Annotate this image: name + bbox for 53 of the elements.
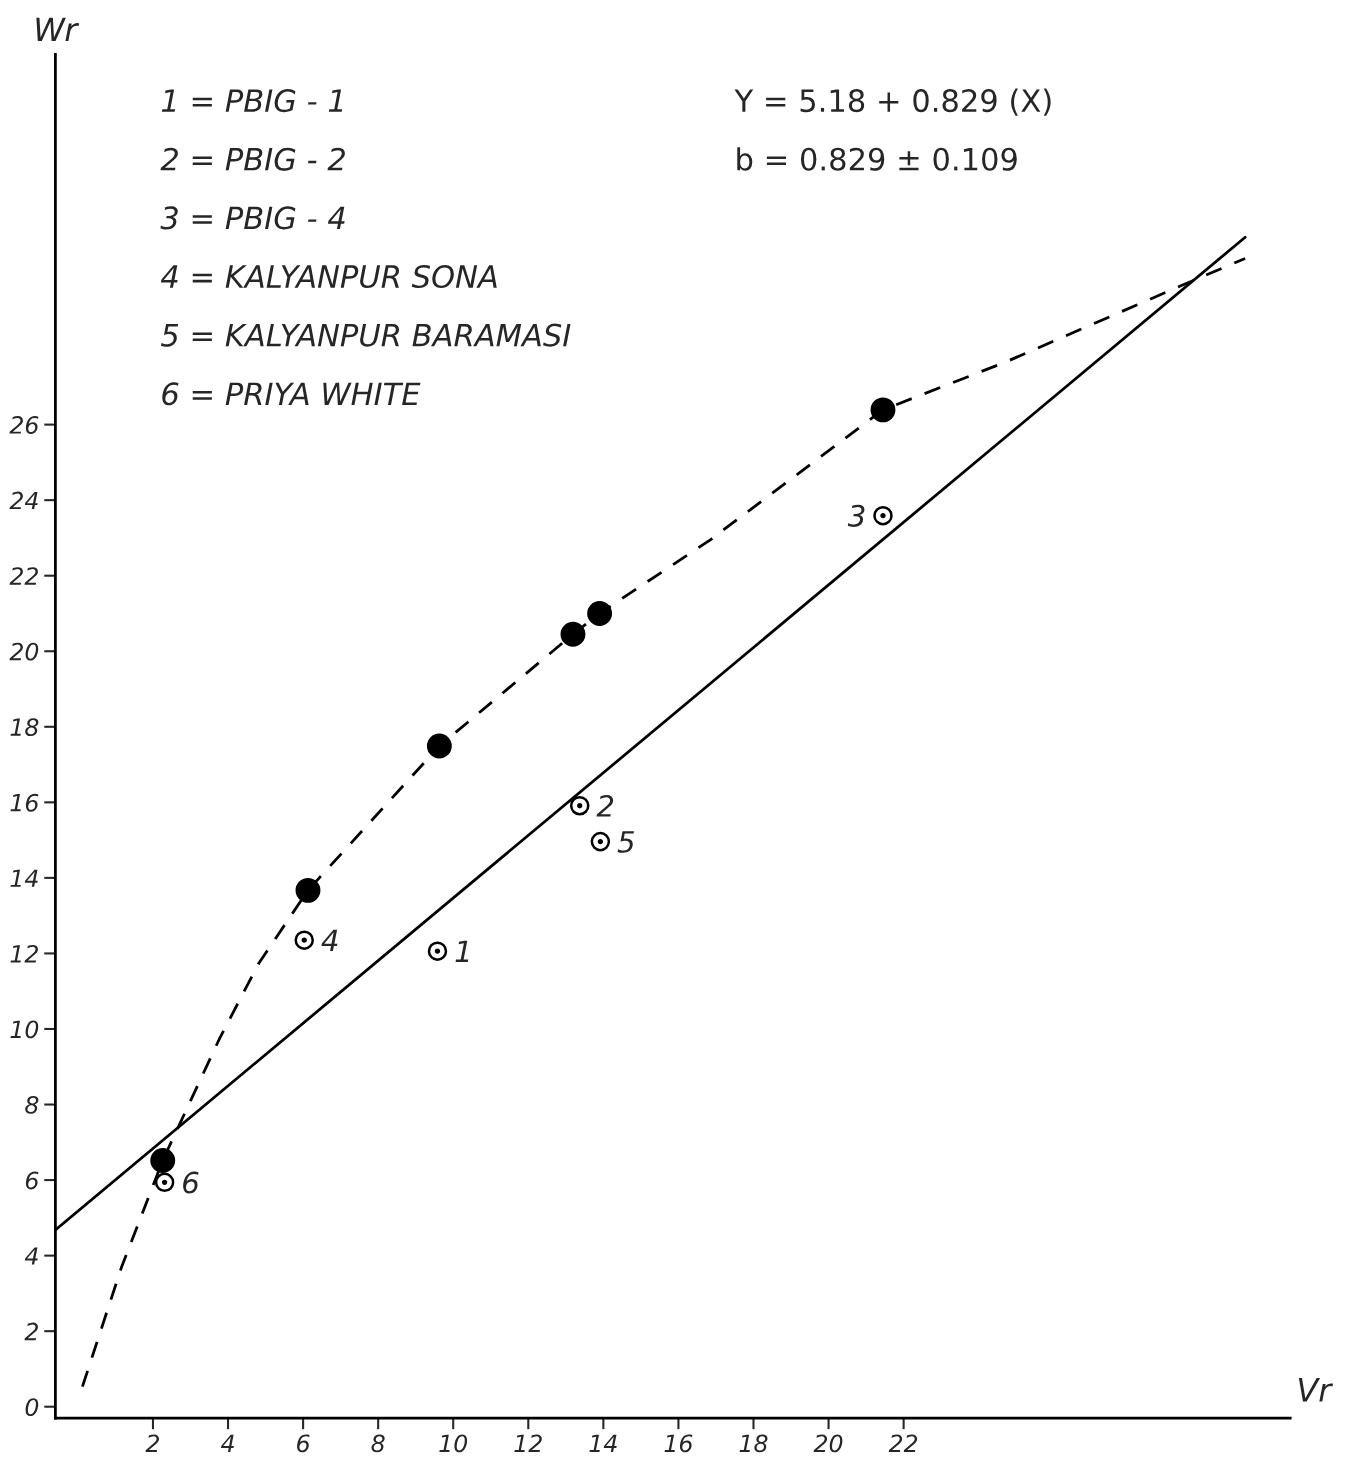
x-tick-label: 4 <box>220 1434 234 1452</box>
annotation: 2 = PBIG - 2 <box>160 147 345 171</box>
y-tick-label: 6 <box>25 1171 39 1190</box>
annotation: 5 = KALYANPUR BARAMASI <box>160 323 571 347</box>
annotation: 4 = KALYANPUR SONA <box>160 264 497 289</box>
annotation: 1 <box>455 940 469 962</box>
x-tick-label: 16 <box>664 1434 693 1453</box>
point <box>150 1147 176 1173</box>
x-tick-label: 14 <box>589 1434 617 1452</box>
annotation: 3 = PBIG - 4 <box>160 206 345 230</box>
annotation: 2 <box>596 794 614 817</box>
y-tick-label: 4 <box>24 1247 38 1265</box>
y-tick-label: 24 <box>9 491 38 510</box>
y-tick-label: 8 <box>25 1095 39 1114</box>
y-axis-title: Wr <box>36 17 80 41</box>
y-tick-label: 2 <box>24 1322 38 1341</box>
annotation: Y = 5.18 + 0.829 (X) <box>734 88 1051 116</box>
y-tick-label: 18 <box>10 718 39 737</box>
point <box>427 941 448 961</box>
annotation: 1 = PBIG - 1 <box>161 89 343 113</box>
point <box>587 601 613 626</box>
annotation: 4 <box>321 929 338 952</box>
annotation: 3 <box>847 504 865 527</box>
point <box>295 877 321 903</box>
y-tick-label: 14 <box>10 869 38 887</box>
annotation: 5 <box>617 831 634 853</box>
x-axis-title: Vr <box>1298 1378 1334 1402</box>
y-tick-label: 16 <box>10 793 39 812</box>
point <box>154 1172 175 1193</box>
y-tick-label: 12 <box>10 944 38 963</box>
x-tick-label: 6 <box>297 1434 310 1453</box>
x-tick-label: 20 <box>813 1434 843 1453</box>
annotation: 6 = PRIYA WHITE <box>162 382 421 406</box>
point <box>426 733 452 759</box>
x-tick-label: 2 <box>145 1434 160 1452</box>
point <box>870 397 896 423</box>
point <box>873 505 893 526</box>
y-tick-label: 20 <box>9 642 39 661</box>
y-tick-label: 22 <box>9 567 38 585</box>
point <box>294 930 314 950</box>
annotation: 6 <box>183 1171 199 1194</box>
point <box>590 831 611 852</box>
x-tick-label: 8 <box>371 1434 385 1453</box>
point <box>569 795 590 816</box>
point <box>560 621 586 647</box>
y-tick-label: 10 <box>10 1020 39 1039</box>
x-tick-label: 18 <box>739 1434 768 1453</box>
x-tick-label: 12 <box>514 1434 542 1452</box>
annotation: b = 0.829 ± 0.109 <box>737 147 1017 171</box>
y-tick-label: 0 <box>25 1398 39 1417</box>
y-tick-label: 26 <box>9 416 39 434</box>
x-tick-label: 10 <box>439 1434 468 1453</box>
x-tick-label: 22 <box>888 1434 918 1452</box>
